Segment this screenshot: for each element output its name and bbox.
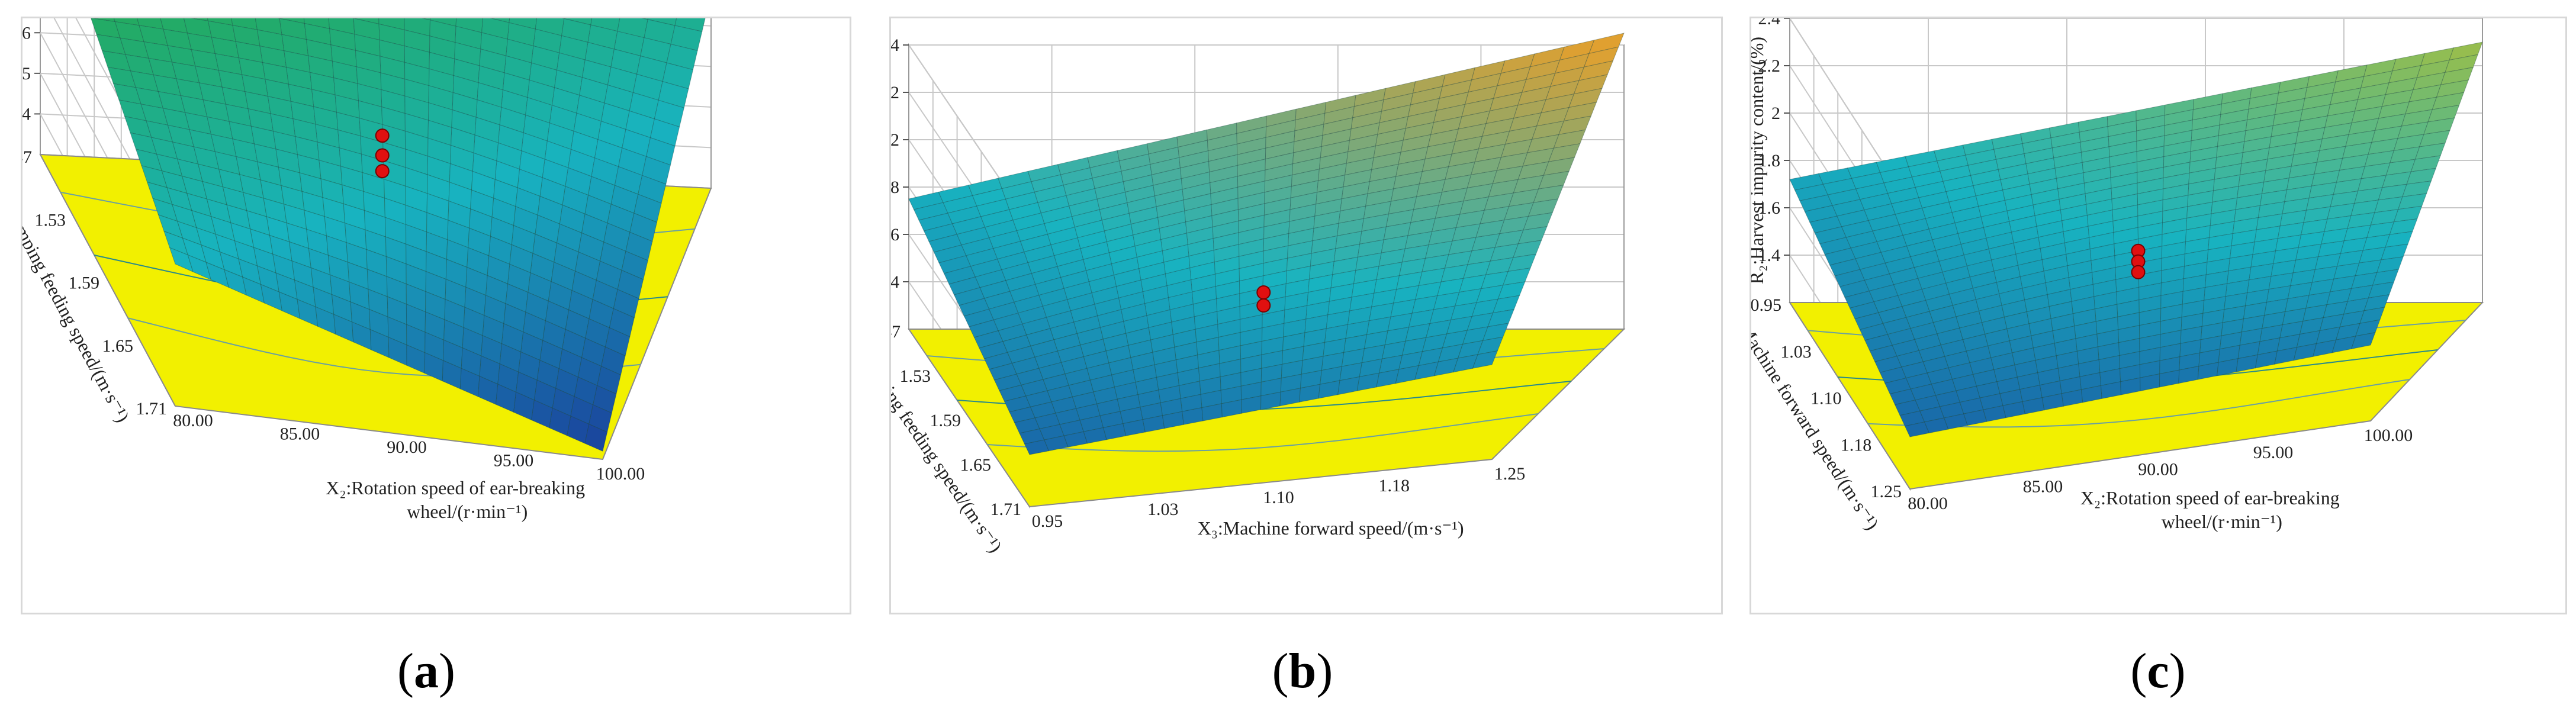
x-tick-label: 100.00: [596, 464, 645, 484]
y-tick-label: 1.71: [136, 399, 168, 419]
x-axis-label-line1: X₃:Machine forward speed/(m·s⁻¹): [1198, 517, 1464, 539]
y-tick-label: 1.65: [960, 455, 992, 475]
x-tick-label: 80.00: [173, 411, 213, 430]
z-axis: 1.41.51.61.71.81.92R₂:Harvest impurity c…: [22, 23, 40, 124]
y-tick-label: 1.47: [22, 147, 32, 167]
z-gridline: [1789, 18, 2482, 205]
x-tick-label: 100.00: [2364, 426, 2413, 445]
design-point: [2131, 265, 2146, 279]
response-surface: [908, 33, 1625, 455]
x-tick-label: 90.00: [387, 437, 427, 457]
z-axis-label: R₂:Harvest impurity content/(%): [1751, 37, 1767, 284]
x-tick-label: 0.95: [1032, 511, 1063, 531]
x-tick-label: 80.00: [1908, 494, 1948, 513]
x-axis: 0.95 1.03 1.10 1.18 1.25 X₃:Machine forward s…: [1032, 464, 1526, 539]
y-tick-label: 1.53: [35, 210, 66, 230]
y-tick-label: 1.25: [1871, 482, 1902, 501]
z-tick-label: 2: [1771, 104, 1780, 123]
panel-caption-letter-a: a: [414, 643, 439, 699]
y-tick-label: 1.71: [990, 500, 1022, 519]
surface-cell: [584, 423, 608, 452]
z-tick-label: 1.6: [1758, 198, 1781, 218]
z-tick-label: 1.6: [891, 225, 899, 244]
z-axis: 1.4 1.6 1.8 2 2.2 2.4 R₂:Harvest impurity cont…: [1751, 18, 1790, 284]
x-tick-label: 95.00: [2253, 443, 2294, 462]
z-tick-label: 2.4: [1758, 18, 1781, 28]
design-point: [375, 128, 390, 143]
z-tick-label: 1.6: [22, 23, 31, 43]
y-tick-label: 1.65: [102, 336, 134, 356]
z-tick-label: 2.4: [891, 36, 899, 55]
response-surface: [91, 18, 706, 452]
x-tick-label: 90.00: [2138, 460, 2178, 479]
design-point: [1256, 285, 1271, 300]
x-tick-label: 95.00: [494, 451, 534, 471]
panel-caption-a: (a): [397, 643, 455, 699]
design-point: [375, 164, 390, 179]
z-tick-label: 1.8: [891, 178, 899, 197]
z-tick-label: 2.2: [1758, 56, 1781, 76]
design-point: [1256, 298, 1271, 313]
surface-panel-c: 1.4 1.6 1.8 2 2.2 2.4 R₂:Harvest impurity cont…: [1750, 17, 2567, 614]
z-tick-label: 1.8: [1758, 151, 1781, 170]
y-tick-label: 1.53: [900, 366, 931, 386]
x-axis-label-line2: wheel/(r·min⁻¹): [407, 501, 528, 522]
panel-caption-c: (c): [2130, 643, 2186, 699]
x-axis: 80.00 85.00 90.00 95.00 100.00 X₂:Rotation sp…: [1908, 426, 2413, 532]
surface-plot-c: 1.4 1.6 1.8 2 2.2 2.4 R₂:Harvest impurity cont…: [1751, 18, 2484, 533]
x-axis-label-line1: X₂:Rotation speed of ear-breaking: [2080, 487, 2340, 508]
contour-line: [987, 413, 1539, 452]
z-tick-label: 1.4: [1758, 246, 1781, 265]
z-axis: 1.41.61.822.22.4R₂:Harvest impurity cont…: [891, 36, 909, 292]
surface-panel-b: 1.41.61.822.22.4R₂:Harvest impurity cont…: [889, 17, 1723, 614]
x-tick-label: 1.10: [1263, 488, 1294, 507]
y-tick-label: 1.59: [930, 411, 961, 430]
panel-caption-letter-b: b: [1288, 643, 1317, 699]
y-tick-label: 1.03: [1780, 342, 1812, 362]
x-axis-label-line2: wheel/(r·min⁻¹): [2162, 511, 2282, 532]
y-tick-label: 1.47: [891, 322, 901, 342]
y-tick-label: 1.18: [1841, 435, 1872, 455]
z-tick-label: 2.2: [891, 83, 899, 102]
design-point: [375, 148, 390, 163]
y-tick-label: 1.59: [69, 273, 100, 293]
x-axis: 80.00 85.00 90.00 95.00 100.00 X₂:Rotation sp…: [173, 411, 645, 522]
panel-caption-letter-c: c: [2147, 643, 2169, 699]
z-tick-label: 1.4: [22, 104, 31, 124]
x-tick-label: 1.03: [1147, 500, 1179, 519]
x-tick-label: 85.00: [280, 424, 320, 444]
surface-cell: [1472, 350, 1498, 369]
y-tick-label: 1.10: [1810, 389, 1842, 408]
surface-plot-a: 1.41.51.61.71.81.92R₂:Harvest impurity c…: [22, 18, 712, 522]
surface-plot-b: 1.41.61.822.22.4R₂:Harvest impurity cont…: [891, 33, 1626, 556]
x-axis-label-line1: X₂:Rotation speed of ear-breaking: [326, 477, 585, 498]
x-tick-label: 1.25: [1494, 464, 1526, 484]
z-tick-label: 2: [891, 130, 899, 150]
z-tick-label: 1.5: [22, 64, 31, 83]
x-tick-label: 85.00: [2023, 477, 2063, 496]
surface-cell: [2350, 332, 2376, 350]
z-tick-label: 1.4: [891, 272, 899, 292]
response-surface: [1789, 41, 2483, 437]
surface-panel-a: 1.41.51.61.71.81.92R₂:Harvest impurity c…: [21, 17, 851, 614]
contour-line: [1867, 379, 2410, 428]
x-tick-label: 1.18: [1379, 476, 1410, 495]
panel-caption-b: (b): [1272, 643, 1333, 699]
y-tick-label: 0.95: [1751, 295, 1781, 315]
